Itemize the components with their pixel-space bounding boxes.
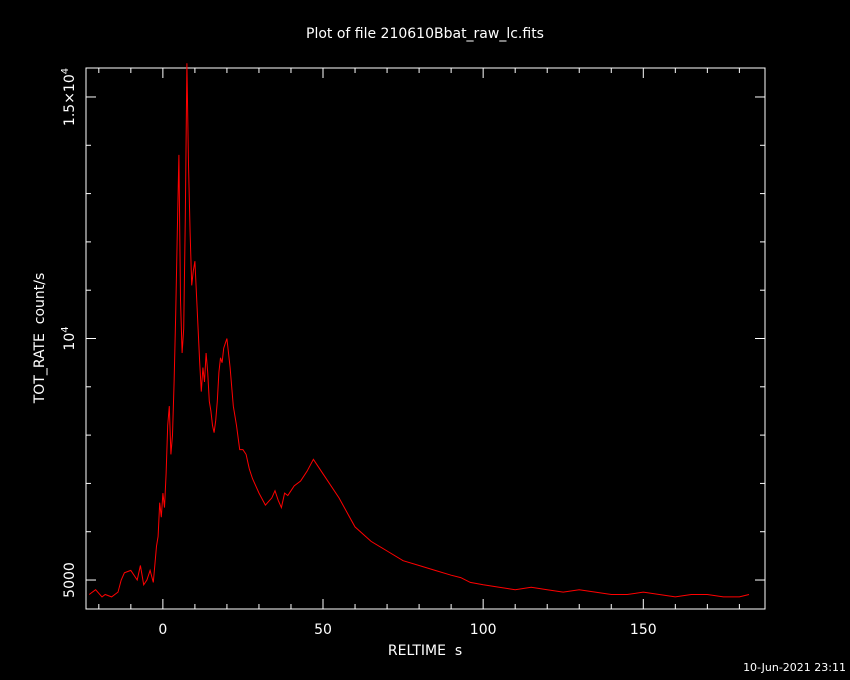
axis-ticks	[86, 68, 765, 609]
y-tick-label: 104	[60, 326, 78, 350]
chart-title: Plot of file 210610Bbat_raw_lc.fits	[306, 26, 544, 42]
series-line-tot-rate	[88, 63, 750, 598]
y-tick-label: 5000	[62, 562, 78, 598]
x-tick-label: 100	[470, 622, 497, 638]
x-axis-label: RELTIME s	[388, 643, 462, 659]
timestamp-footer: 10-Jun-2021 23:11	[743, 661, 846, 674]
x-tick-label: 50	[314, 622, 332, 638]
x-tick-label: 150	[630, 622, 657, 638]
x-tick-labels: 0 50 100 150	[158, 622, 656, 638]
y-tick-label: 1.5×104	[60, 68, 78, 126]
y-axis-label: TOT_RATE count/s	[32, 273, 48, 405]
x-tick-label: 0	[158, 622, 167, 638]
y-tick-labels: 5000 104 1.5×104	[60, 68, 78, 598]
